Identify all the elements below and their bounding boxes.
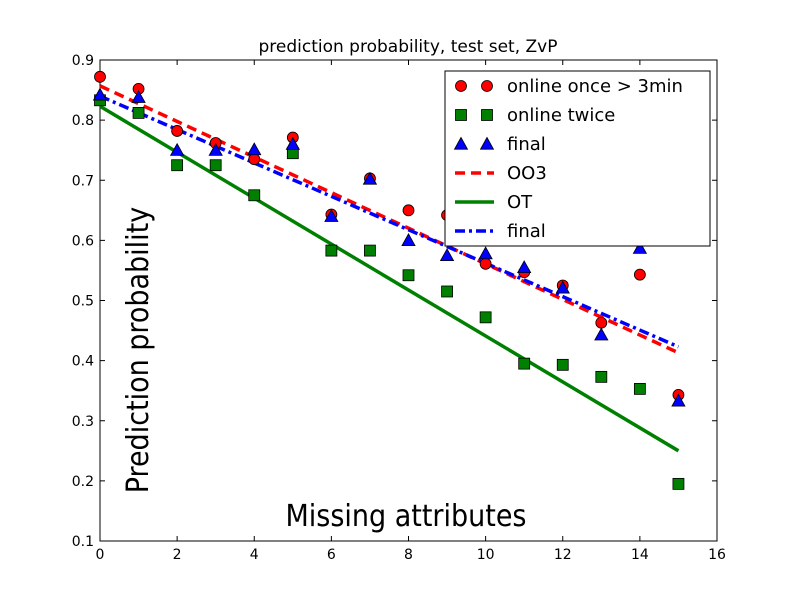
y-tick-label: 0.7 bbox=[72, 173, 94, 189]
data-point bbox=[595, 316, 608, 329]
y-tick-label: 0.6 bbox=[72, 233, 94, 249]
data-point bbox=[439, 248, 455, 262]
data-point bbox=[479, 311, 492, 324]
chart-title: prediction probability, test set, ZvP bbox=[258, 37, 557, 57]
data-point bbox=[285, 136, 300, 150]
data-point bbox=[594, 327, 609, 341]
data-markers bbox=[92, 70, 686, 490]
y-tick-label: 0.2 bbox=[72, 474, 94, 490]
data-point bbox=[248, 189, 261, 202]
data-point bbox=[169, 142, 185, 156]
legend-marker bbox=[453, 136, 469, 150]
fit-lines bbox=[99, 84, 680, 453]
legend-marker bbox=[481, 109, 493, 121]
data-point bbox=[132, 107, 145, 119]
data-point bbox=[402, 204, 415, 217]
data-point bbox=[633, 268, 646, 281]
data-point bbox=[401, 233, 416, 246]
legend-marker bbox=[481, 80, 493, 92]
y-tick-label: 0.3 bbox=[72, 414, 94, 430]
fit-line-oo3 bbox=[99, 84, 680, 355]
data-point bbox=[209, 159, 222, 172]
axis-ticks bbox=[99, 59, 718, 542]
legend-label: OO3 bbox=[507, 163, 547, 184]
data-point bbox=[556, 358, 569, 371]
data-point bbox=[364, 244, 376, 257]
data-point bbox=[555, 280, 570, 294]
legend-marker bbox=[455, 109, 467, 121]
legend-marker bbox=[455, 80, 467, 92]
data-point bbox=[171, 159, 184, 172]
axis-tick-labels: 0 2 4 6 8 10 12 14 16 0.1 0.2 0.3 0.4 0.5 0.6 0.7 0.8 0.9 bbox=[72, 53, 726, 563]
x-tick-label: 16 bbox=[708, 547, 726, 563]
data-point bbox=[595, 370, 608, 383]
x-tick-label: 12 bbox=[554, 547, 572, 563]
data-point bbox=[479, 257, 492, 270]
x-tick-label: 10 bbox=[477, 547, 495, 563]
data-point bbox=[402, 269, 415, 282]
data-point bbox=[518, 357, 531, 370]
legend-marker bbox=[479, 136, 495, 150]
fit-line-final bbox=[99, 94, 680, 349]
data-point bbox=[248, 153, 261, 166]
legend-label: final bbox=[507, 134, 546, 155]
data-point bbox=[478, 246, 493, 260]
y-tick-label: 0.8 bbox=[72, 113, 94, 129]
fit-line-ot bbox=[99, 104, 680, 453]
legend: online once > 3min online twice final OO3 OT… bbox=[444, 70, 711, 247]
x-tick-label: 0 bbox=[96, 547, 105, 563]
legend-label: OT bbox=[507, 192, 533, 213]
data-point bbox=[247, 142, 262, 156]
x-tick-label: 14 bbox=[631, 547, 649, 563]
x-tick-label: 6 bbox=[327, 547, 336, 563]
data-point bbox=[517, 260, 532, 274]
data-point bbox=[325, 244, 338, 257]
y-tick-label: 0.9 bbox=[72, 53, 94, 69]
data-point bbox=[633, 382, 646, 395]
data-point bbox=[671, 393, 686, 407]
x-axis-label: Missing attributes bbox=[285, 499, 526, 534]
legend-label: online twice bbox=[507, 105, 615, 126]
y-axis-label: Prediction probability bbox=[121, 207, 156, 493]
legend-box bbox=[444, 70, 711, 247]
y-tick-label: 0.1 bbox=[72, 534, 94, 550]
data-point bbox=[324, 209, 339, 222]
data-point bbox=[672, 477, 685, 490]
x-tick-label: 4 bbox=[250, 547, 259, 563]
data-point bbox=[362, 171, 378, 185]
legend-label: final bbox=[507, 221, 546, 242]
data-point bbox=[441, 285, 453, 298]
x-tick-label: 8 bbox=[404, 547, 413, 563]
data-point bbox=[131, 89, 146, 103]
data-point bbox=[92, 87, 108, 101]
legend-label: online once > 3min bbox=[507, 76, 683, 97]
x-tick-label: 2 bbox=[173, 547, 182, 563]
data-point bbox=[632, 240, 648, 254]
data-point bbox=[94, 70, 106, 83]
data-point bbox=[208, 142, 223, 156]
data-point bbox=[171, 125, 184, 137]
y-tick-label: 0.5 bbox=[72, 294, 94, 310]
y-tick-label: 0.4 bbox=[72, 354, 94, 370]
